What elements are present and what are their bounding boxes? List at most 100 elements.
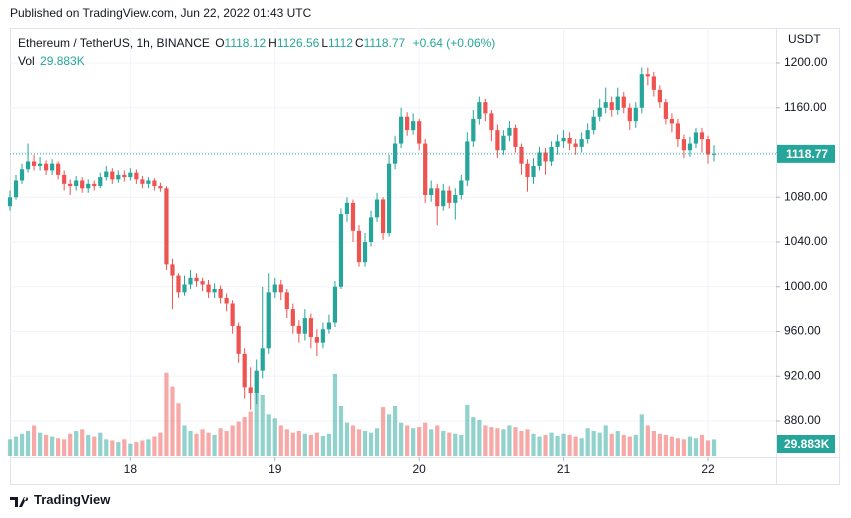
candle-body: [386, 163, 392, 234]
candle-body: [74, 180, 79, 187]
candle-body: [164, 188, 169, 265]
volume-bar: [290, 432, 295, 456]
candle-body: [308, 318, 313, 338]
volume-bar: [603, 425, 608, 456]
volume-bar: [477, 419, 482, 456]
candle-body: [146, 180, 151, 184]
volume-bar: [471, 417, 476, 456]
legend-row: Vol 29.883K: [18, 52, 497, 70]
volume-bar: [639, 414, 644, 456]
volume-bar: [579, 438, 584, 456]
candle-body: [37, 163, 43, 166]
volume-bar: [495, 428, 500, 456]
candle-body: [693, 132, 699, 144]
candle-body: [669, 118, 675, 124]
volume-bar: [573, 436, 578, 456]
volume-bar: [164, 372, 169, 456]
volume-bar: [501, 429, 506, 456]
candle-body: [651, 76, 656, 90]
x-tick-label: 18: [124, 462, 138, 476]
candle-body: [158, 186, 163, 189]
candle-body: [543, 152, 548, 162]
candle-body: [501, 135, 506, 151]
volume-bar: [140, 440, 145, 456]
volume-bar: [621, 434, 626, 456]
y-tick-label: 1000.00: [784, 279, 828, 293]
candle-body: [176, 275, 181, 293]
volume-bar: [7, 439, 13, 456]
volume-bar: [176, 403, 181, 456]
candle-body: [368, 217, 374, 242]
volume-bar: [182, 425, 187, 456]
y-tick-label: 1040.00: [784, 234, 828, 248]
candle-body: [411, 121, 416, 131]
candle-body: [110, 171, 115, 180]
volume-bar: [543, 434, 548, 456]
volume-bar: [555, 436, 560, 456]
volume-bar: [80, 429, 85, 456]
volume-bar: [651, 431, 656, 456]
candle-body: [441, 190, 446, 207]
ohlc-value: 1118.12: [224, 36, 267, 50]
volume-bar: [278, 425, 283, 456]
candle-body: [194, 277, 199, 282]
volume-bar: [693, 438, 699, 456]
candle-body: [447, 190, 452, 203]
candle-body: [31, 161, 37, 166]
volume-bar: [302, 433, 307, 456]
volume-bar: [92, 436, 97, 456]
candle-body: [182, 284, 187, 293]
volume-bar: [188, 431, 193, 456]
volume-bar: [441, 431, 446, 456]
volume-bar: [675, 438, 681, 456]
candle-body: [272, 284, 277, 293]
volume-bar: [374, 428, 380, 456]
candle-body: [86, 183, 91, 189]
volume-bar: [567, 434, 572, 456]
candle-body: [284, 292, 289, 310]
volume-bar: [248, 411, 253, 456]
candle-body: [200, 281, 205, 285]
candle-body: [711, 153, 717, 155]
frame: [10, 28, 840, 485]
candle-body: [170, 264, 175, 276]
volume-bar: [429, 429, 434, 456]
candle-body: [423, 143, 428, 196]
candle-body: [344, 202, 350, 215]
last-price-label: 1118.77: [786, 147, 828, 161]
volume-bar: [25, 431, 31, 456]
volume-bar: [597, 432, 602, 456]
volume-bar: [609, 433, 614, 456]
volume-bar: [332, 373, 338, 456]
volume-bar: [308, 434, 313, 456]
candle-body: [62, 174, 67, 184]
candle-body: [591, 116, 596, 131]
volume-bar: [705, 440, 711, 456]
candle-body: [495, 130, 500, 151]
candle-body: [519, 146, 524, 164]
volume-bar: [74, 431, 79, 456]
volume-bar: [687, 436, 693, 456]
candle-body: [140, 179, 145, 184]
legend-row: Ethereum / TetherUS, 1h, BINANCE O1118.1…: [18, 34, 497, 52]
volume-bar: [116, 442, 121, 456]
candle-body: [332, 286, 338, 323]
y-tick-label: 1200.00: [784, 55, 828, 69]
volume-bar: [633, 434, 638, 456]
volume-bar: [242, 417, 247, 456]
volume-bar: [254, 372, 259, 456]
y-tick-label: 1160.00: [784, 100, 827, 114]
candle-body: [507, 127, 512, 136]
volume-bar: [537, 436, 542, 456]
volume-bar: [158, 432, 163, 456]
volume-bar: [435, 425, 440, 456]
candle-body: [7, 197, 13, 207]
volume-bar: [368, 432, 374, 456]
candle-body: [633, 107, 638, 122]
candle-body: [212, 288, 217, 293]
candle-body: [68, 183, 73, 187]
candle-body: [681, 139, 687, 151]
candle-body: [609, 102, 614, 110]
candle-body: [645, 74, 650, 77]
